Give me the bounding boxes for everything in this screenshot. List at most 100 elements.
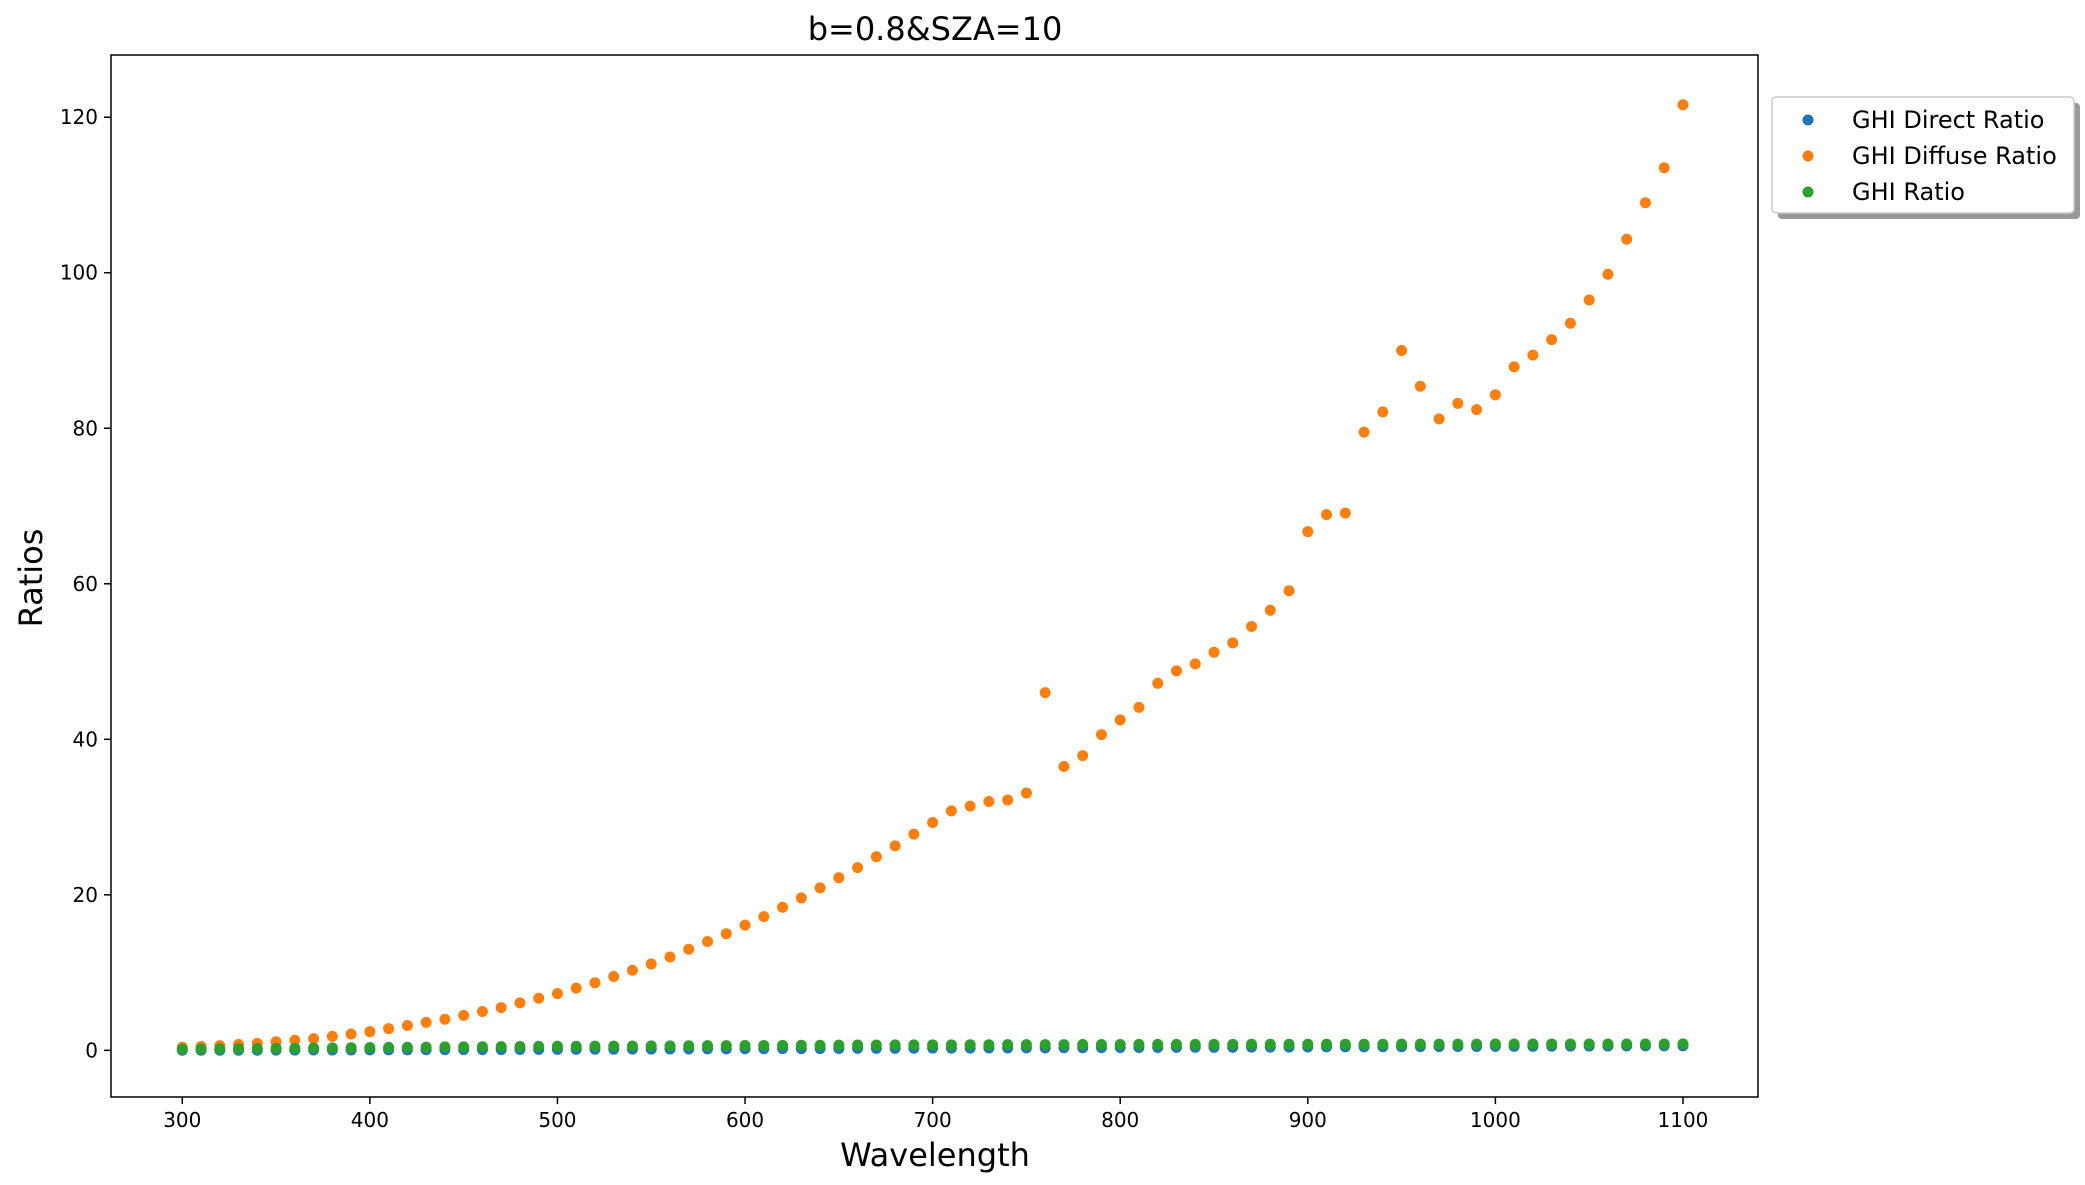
legend-label: GHI Diffuse Ratio	[1852, 142, 2057, 170]
data-point	[1527, 1038, 1539, 1050]
x-tick-label: 900	[1289, 1108, 1327, 1132]
data-point	[608, 970, 620, 982]
data-point	[908, 828, 920, 840]
data-point	[401, 1041, 413, 1053]
data-point	[1677, 99, 1689, 111]
data-point	[1264, 604, 1276, 616]
data-point	[551, 1040, 563, 1052]
data-point	[1039, 687, 1051, 699]
data-point	[1133, 701, 1145, 713]
data-point	[964, 800, 976, 812]
data-point	[683, 943, 695, 955]
data-point	[683, 1040, 695, 1052]
legend-marker	[1802, 186, 1814, 198]
data-point	[308, 1042, 320, 1054]
data-point	[439, 1041, 451, 1053]
data-point	[945, 1039, 957, 1051]
data-point	[420, 1041, 432, 1053]
data-point	[551, 988, 563, 1000]
data-point	[1321, 509, 1333, 521]
data-point	[289, 1042, 301, 1054]
data-point	[1246, 1038, 1258, 1050]
data-point	[1377, 1038, 1389, 1050]
data-point	[983, 1039, 995, 1051]
data-point	[1527, 349, 1539, 361]
y-tick-label: 120	[60, 105, 98, 129]
data-point	[777, 1039, 789, 1051]
data-point	[758, 911, 770, 923]
data-point	[1020, 1039, 1032, 1051]
data-point	[1077, 1039, 1089, 1051]
data-point	[1433, 1038, 1445, 1050]
data-point	[945, 805, 957, 817]
data-point	[1170, 665, 1182, 677]
data-point	[1208, 646, 1220, 658]
data-point	[1302, 1038, 1314, 1050]
y-tick-label: 80	[73, 416, 98, 440]
data-point	[214, 1043, 226, 1055]
data-point	[1508, 1038, 1520, 1050]
data-point	[195, 1043, 207, 1055]
data-point	[645, 958, 657, 970]
data-point	[1621, 1038, 1633, 1050]
data-point	[1002, 794, 1014, 806]
data-point	[1471, 404, 1483, 416]
data-point	[364, 1042, 376, 1054]
data-point	[1546, 334, 1558, 346]
y-tick-label: 100	[60, 261, 98, 285]
data-point	[270, 1042, 282, 1054]
data-point	[833, 1039, 845, 1051]
data-point	[364, 1026, 376, 1038]
y-tick-label: 0	[85, 1038, 98, 1062]
data-point	[1095, 1039, 1107, 1051]
data-point	[233, 1043, 245, 1055]
data-point	[1208, 1038, 1220, 1050]
data-point	[1433, 413, 1445, 425]
data-point	[626, 964, 638, 976]
x-axis-label: Wavelength	[840, 1136, 1030, 1174]
data-point	[814, 1039, 826, 1051]
data-point	[458, 1009, 470, 1021]
data-point	[1489, 389, 1501, 401]
data-point	[570, 1040, 582, 1052]
data-point	[1039, 1039, 1051, 1051]
data-point	[533, 1040, 545, 1052]
data-point	[1114, 714, 1126, 726]
chart-title: b=0.8&SZA=10	[808, 10, 1063, 48]
data-point	[1452, 397, 1464, 409]
data-point	[458, 1041, 470, 1053]
data-point	[326, 1042, 338, 1054]
legend-label: GHI Ratio	[1852, 178, 1965, 206]
x-tick-label: 500	[538, 1108, 576, 1132]
data-point	[645, 1040, 657, 1052]
data-point	[814, 882, 826, 894]
x-tick-label: 400	[351, 1108, 389, 1132]
data-point	[1339, 507, 1351, 519]
x-tick-label: 600	[726, 1108, 764, 1132]
data-point	[1564, 1038, 1576, 1050]
data-point	[1189, 658, 1201, 670]
data-point	[1283, 585, 1295, 597]
plot-area	[110, 54, 1759, 1098]
x-tick-label: 1000	[1470, 1108, 1521, 1132]
data-point	[514, 1040, 526, 1052]
data-point	[852, 1039, 864, 1051]
data-point	[495, 1041, 507, 1053]
data-point	[1227, 637, 1239, 649]
data-point	[1246, 621, 1258, 633]
data-point	[1227, 1038, 1239, 1050]
data-point	[1639, 197, 1651, 209]
data-point	[758, 1039, 770, 1051]
data-point	[439, 1013, 451, 1025]
x-axis: 300 400 500 600 700 800 900 1000 1100	[163, 1097, 1708, 1132]
data-point	[1152, 677, 1164, 689]
data-point	[777, 901, 789, 913]
data-point	[1414, 1038, 1426, 1050]
data-point	[983, 796, 995, 808]
legend-box	[1771, 96, 2075, 214]
data-point	[908, 1039, 920, 1051]
y-tick-label: 20	[73, 883, 98, 907]
x-tick-label: 1100	[1658, 1108, 1709, 1132]
data-point	[476, 1005, 488, 1017]
data-point	[1358, 426, 1370, 438]
